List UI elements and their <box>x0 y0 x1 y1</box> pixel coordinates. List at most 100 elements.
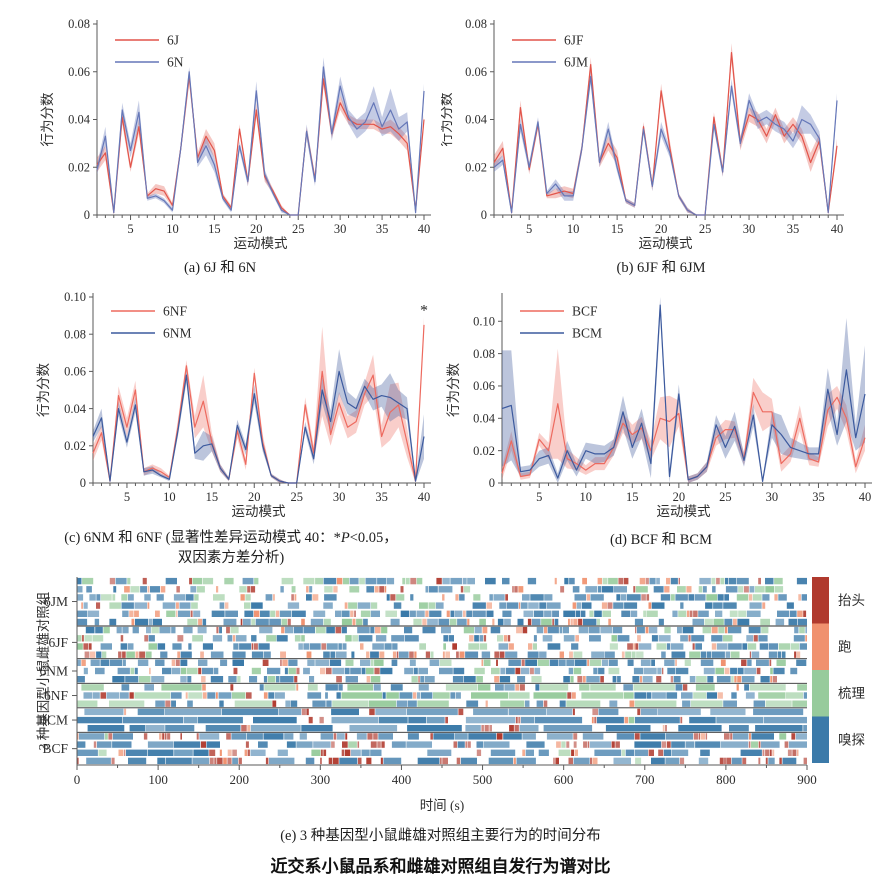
series-6NF-line <box>92 324 425 484</box>
svg-text:40: 40 <box>831 222 844 236</box>
svg-text:5: 5 <box>536 490 542 504</box>
series-6N-line <box>96 66 425 216</box>
y-axis-label: 行为分数 <box>446 363 461 417</box>
svg-text:100: 100 <box>148 772 168 787</box>
svg-text:运动模式: 运动模式 <box>639 236 693 251</box>
y-axis-label: 行为分数 <box>441 92 454 146</box>
svg-text:0: 0 <box>489 476 495 490</box>
series-6NM-line <box>92 370 425 484</box>
svg-text:0.04: 0.04 <box>64 402 87 416</box>
svg-text:6J: 6J <box>167 33 179 48</box>
svg-text:0.06: 0.06 <box>64 365 86 379</box>
row-label-6JF: 6JF <box>48 635 68 650</box>
svg-text:15: 15 <box>206 490 219 504</box>
svg-text:0.02: 0.02 <box>64 439 86 453</box>
svg-text:10: 10 <box>163 490 176 504</box>
group-dividers <box>77 625 807 733</box>
row-label-6JM: 6JM <box>44 594 68 609</box>
svg-text:BCF: BCF <box>572 304 598 319</box>
colorbar-label-run: 跑 <box>838 639 852 654</box>
figure-title: 近交系小鼠品系和雌雄对照组自发行为谱对比 <box>270 857 611 876</box>
svg-text:0.10: 0.10 <box>64 290 86 304</box>
svg-text:时间 (s): 时间 (s) <box>420 798 465 813</box>
svg-text:25: 25 <box>292 222 305 236</box>
svg-text:0.08: 0.08 <box>473 347 495 361</box>
svg-text:0.08: 0.08 <box>68 17 90 31</box>
series-6J-line <box>96 75 425 216</box>
axes <box>490 20 844 220</box>
caption-d: (d) BCF 和 BCM <box>610 532 712 548</box>
svg-text:0.02: 0.02 <box>465 160 487 174</box>
series-BCF-line <box>501 391 866 481</box>
svg-text:0.06: 0.06 <box>68 65 90 79</box>
colorbar-label-sniff: 嗅探 <box>838 732 866 747</box>
colorbar-label-rear: 抬头 <box>838 593 865 608</box>
svg-text:6N: 6N <box>167 55 184 70</box>
y-axis-label: 行为分数 <box>36 363 51 417</box>
svg-text:运动模式: 运动模式 <box>657 504 711 519</box>
svg-text:0.06: 0.06 <box>473 379 495 393</box>
y-axis-label: 3 种基因型小鼠雌雄对照组 <box>35 592 51 751</box>
svg-text:30: 30 <box>743 222 756 236</box>
series-BCM-line <box>501 304 866 482</box>
svg-text:400: 400 <box>392 772 412 787</box>
svg-text:800: 800 <box>716 772 736 787</box>
svg-text:500: 500 <box>473 772 493 787</box>
series-6JM-line <box>493 75 838 216</box>
svg-text:20: 20 <box>673 490 686 504</box>
svg-text:20: 20 <box>250 222 263 236</box>
colorbar-segment-rear <box>812 577 829 624</box>
caption-c-line2: 双因素方差分析) <box>177 550 285 566</box>
ethogram-raster <box>77 577 807 765</box>
series-BCM-band <box>502 297 865 483</box>
colorbar-segment-sniff <box>812 716 829 763</box>
legend: BCF BCM <box>520 304 602 341</box>
svg-text:35: 35 <box>787 222 800 236</box>
svg-text:15: 15 <box>208 222 221 236</box>
svg-text:900: 900 <box>797 772 817 787</box>
svg-text:0: 0 <box>84 208 90 222</box>
svg-text:0.04: 0.04 <box>473 412 496 426</box>
svg-text:20: 20 <box>248 490 261 504</box>
svg-text:6NF: 6NF <box>163 304 187 319</box>
colorbar-segment-groom <box>812 670 829 717</box>
row-label-BCF: BCF <box>42 741 68 756</box>
svg-text:15: 15 <box>611 222 624 236</box>
colorbar-label-groom: 梳理 <box>838 686 866 701</box>
svg-text:0.08: 0.08 <box>64 327 86 341</box>
svg-text:35: 35 <box>375 490 388 504</box>
svg-text:5: 5 <box>124 490 130 504</box>
svg-text:40: 40 <box>859 490 872 504</box>
svg-text:10: 10 <box>580 490 593 504</box>
svg-text:25: 25 <box>719 490 732 504</box>
caption-c: (c) 6NM 和 6NF (显著性差异运动模式 40：*P<0.05， 双因素… <box>0 528 462 568</box>
svg-text:0.04: 0.04 <box>68 113 91 127</box>
svg-text:0.02: 0.02 <box>68 160 90 174</box>
line-chart-6jf-6jm: 0 0.02 0.04 0.06 0.08 5 10 15 20 25 30 35 40 运动模式 行为分数… <box>441 17 844 251</box>
y-axis-label: 行为分数 <box>40 92 55 146</box>
svg-text:15: 15 <box>626 490 639 504</box>
svg-text:300: 300 <box>311 772 331 787</box>
line-chart-6j-6n: 0 0.02 0.04 0.06 0.08 5 10 15 20 25 30 35 40 运动模式 行为分数… <box>40 17 431 251</box>
colorbar-segment-run <box>812 623 829 670</box>
svg-text:运动模式: 运动模式 <box>232 504 286 519</box>
line-chart-6nf-6nm: 0 0.02 0.04 0.06 0.08 0.10 5 10 15 20 25 30 35 40 运动模式… <box>36 290 431 519</box>
svg-text:30: 30 <box>766 490 779 504</box>
svg-text:0: 0 <box>74 772 81 787</box>
axes <box>72 577 808 770</box>
svg-text:40: 40 <box>418 222 431 236</box>
row-label-BCM: BCM <box>38 713 68 728</box>
svg-text:0: 0 <box>80 476 86 490</box>
svg-text:700: 700 <box>635 772 655 787</box>
svg-text:BCM: BCM <box>572 326 602 341</box>
svg-text:35: 35 <box>376 222 389 236</box>
row-label-6NM: 6NM <box>39 664 68 679</box>
line-chart-bcf-bcm: 0 0.02 0.04 0.06 0.08 0.10 5 10 15 20 25 30 35 40 运动模式… <box>446 293 872 519</box>
axes <box>93 20 431 220</box>
svg-text:运动模式: 运动模式 <box>234 236 288 251</box>
axes <box>89 293 431 488</box>
